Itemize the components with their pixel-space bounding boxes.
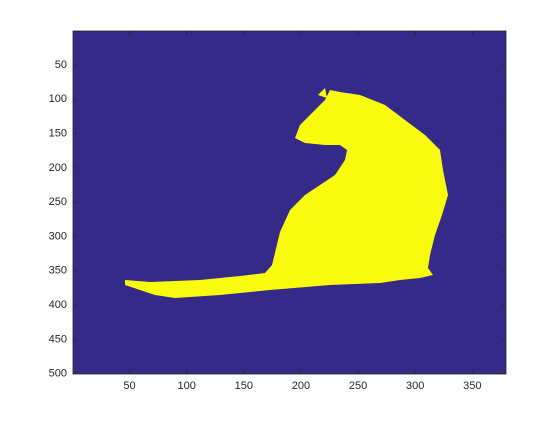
y-tick-label: 100 [49, 93, 67, 105]
x-tick-label: 200 [292, 380, 310, 392]
y-tick-label: 400 [49, 299, 67, 311]
y-tick-label: 300 [49, 230, 67, 242]
x-tick-label: 350 [463, 380, 481, 392]
y-tick-label: 350 [49, 265, 67, 277]
x-tick-label: 150 [235, 380, 253, 392]
x-tick-label: 300 [406, 380, 424, 392]
y-tick-label: 50 [55, 59, 67, 71]
x-tick-label: 100 [177, 380, 195, 392]
y-tick-label: 150 [49, 127, 67, 139]
x-tick-label: 250 [349, 380, 367, 392]
y-tick-label: 200 [49, 162, 67, 174]
segmentation-mask [125, 88, 448, 298]
y-tick-label: 450 [49, 333, 67, 345]
x-tick-label: 50 [123, 380, 135, 392]
y-tick-label: 250 [49, 196, 67, 208]
y-tick-label: 500 [49, 368, 67, 380]
